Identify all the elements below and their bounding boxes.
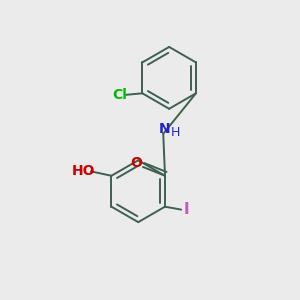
Text: Cl: Cl: [112, 88, 127, 102]
Text: HO: HO: [72, 164, 95, 178]
Text: H: H: [171, 125, 180, 139]
Text: O: O: [130, 156, 142, 170]
Text: N: N: [159, 122, 170, 136]
Text: I: I: [184, 202, 189, 217]
